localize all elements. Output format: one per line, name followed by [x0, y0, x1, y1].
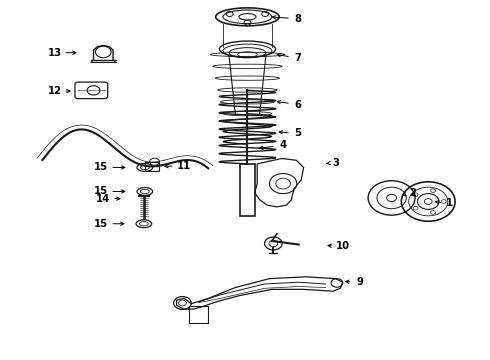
- Text: 6: 6: [294, 100, 301, 110]
- Bar: [145, 162, 159, 171]
- Text: 12: 12: [48, 86, 61, 96]
- Bar: [189, 306, 208, 323]
- Text: 11: 11: [177, 161, 191, 171]
- Text: 5: 5: [294, 129, 301, 138]
- Text: 8: 8: [294, 14, 301, 24]
- Text: 10: 10: [336, 241, 350, 251]
- Text: 14: 14: [96, 194, 110, 204]
- Text: 9: 9: [356, 277, 363, 287]
- Text: 15: 15: [94, 219, 108, 229]
- Text: 3: 3: [332, 158, 339, 168]
- Text: 4: 4: [280, 140, 287, 150]
- Text: 1: 1: [446, 198, 453, 208]
- Text: 15: 15: [94, 162, 108, 172]
- Text: 13: 13: [48, 48, 61, 58]
- Bar: [240, 164, 255, 216]
- Text: 15: 15: [94, 186, 108, 197]
- Text: 2: 2: [409, 188, 416, 198]
- Text: 7: 7: [294, 53, 301, 63]
